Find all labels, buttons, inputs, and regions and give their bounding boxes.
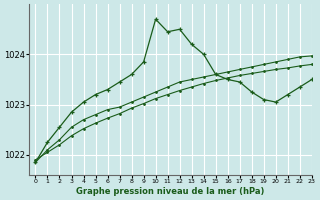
X-axis label: Graphe pression niveau de la mer (hPa): Graphe pression niveau de la mer (hPa): [76, 187, 265, 196]
